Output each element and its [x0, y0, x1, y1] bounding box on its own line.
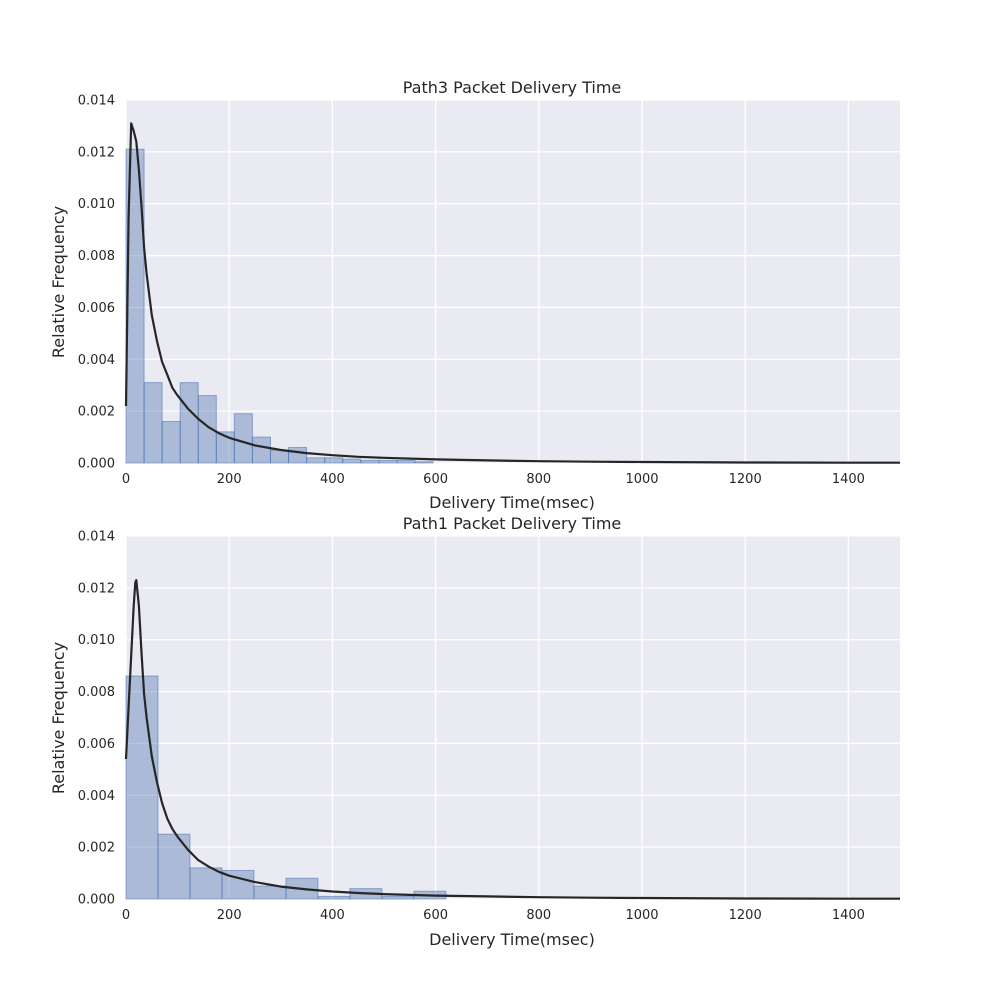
subplot-path3: 0.000 0.002 0.004 0.006 0.008 0.010 0.012 0.014…: [49, 78, 900, 512]
plot-area: [126, 536, 900, 899]
y-tick-labels: 0.000 0.002 0.004 0.006 0.008 0.010 0.012 0.014: [78, 530, 115, 908]
subplot-path1: 0.000 0.002 0.004 0.006 0.008 0.010 0.012 0.014…: [49, 514, 900, 949]
x-tick-label: 800: [526, 908, 551, 923]
y-tick-label: 0.008: [78, 249, 115, 264]
x-tick-label: 200: [217, 472, 242, 487]
x-axis-label: Delivery Time(msec): [429, 493, 595, 512]
x-tick-label: 0: [122, 908, 130, 923]
x-axis-label: Delivery Time(msec): [429, 930, 595, 949]
x-tick-label: 1000: [625, 908, 658, 923]
histogram-bar: [143, 382, 163, 464]
y-tick-label: 0.000: [78, 893, 115, 908]
histogram-bar: [306, 457, 326, 464]
histogram-bar: [381, 895, 415, 900]
y-tick-label: 0.004: [78, 353, 115, 368]
histogram-bar: [125, 148, 145, 464]
histogram-bar: [251, 436, 271, 464]
histogram-bar: [324, 457, 344, 464]
x-tick-label: 0: [122, 472, 130, 487]
y-tick-label: 0.010: [78, 197, 115, 212]
x-tick-label: 600: [423, 908, 448, 923]
plot-area: [126, 100, 900, 463]
x-tick-label: 400: [320, 908, 345, 923]
histogram-bar: [414, 461, 434, 464]
x-tick-label: 800: [526, 472, 551, 487]
histogram-bar: [360, 459, 380, 464]
histogram-bar: [125, 675, 159, 900]
y-axis-label: Relative Frequency: [49, 642, 68, 794]
histogram-bar: [189, 867, 223, 900]
x-tick-label: 1200: [729, 908, 762, 923]
histogram-bar: [157, 833, 191, 900]
grid: [125, 535, 900, 900]
y-tick-label: 0.014: [78, 530, 115, 545]
histogram-bar: [396, 459, 416, 464]
histogram-bar: [269, 449, 290, 464]
histogram-bar: [179, 382, 199, 464]
grid: [125, 99, 900, 464]
histogram-bar: [288, 446, 308, 464]
y-axis-label: Relative Frequency: [49, 206, 68, 358]
y-tick-label: 0.012: [78, 581, 115, 596]
y-tick-label: 0.008: [78, 685, 115, 700]
chart-title: Path1 Packet Delivery Time: [403, 514, 622, 533]
histogram-bar: [317, 895, 351, 900]
y-tick-label: 0.002: [78, 405, 115, 420]
kde-curve: [124, 122, 900, 464]
x-tick-label: 400: [320, 472, 345, 487]
x-tick-label: 200: [217, 908, 242, 923]
chart-title: Path3 Packet Delivery Time: [403, 78, 622, 97]
kde-curve: [124, 579, 900, 900]
histogram-bar: [161, 421, 181, 464]
y-tick-label: 0.004: [78, 789, 115, 804]
x-tick-label: 600: [423, 472, 448, 487]
histogram-bars: [125, 148, 434, 464]
x-tick-label: 1400: [832, 908, 865, 923]
histogram-bar: [233, 413, 253, 464]
x-tick-label: 1000: [625, 472, 658, 487]
x-tick-labels: 0 200 400 600 800 1000 1200 1400: [122, 472, 865, 487]
y-tick-labels: 0.000 0.002 0.004 0.006 0.008 0.010 0.012 0.014: [78, 94, 115, 472]
histogram-bar: [197, 395, 217, 464]
histogram-bar: [342, 458, 362, 464]
y-tick-label: 0.006: [78, 737, 115, 752]
y-tick-label: 0.014: [78, 94, 115, 109]
x-tick-label: 1400: [832, 472, 865, 487]
y-tick-label: 0.000: [78, 457, 115, 472]
y-tick-label: 0.006: [78, 301, 115, 316]
y-tick-label: 0.002: [78, 841, 115, 856]
y-tick-label: 0.012: [78, 145, 115, 160]
histogram-bar: [253, 885, 287, 900]
x-tick-labels: 0 200 400 600 800 1000 1200 1400: [122, 908, 865, 923]
x-tick-label: 1200: [729, 472, 762, 487]
y-tick-label: 0.010: [78, 633, 115, 648]
histogram-bar: [378, 459, 398, 464]
